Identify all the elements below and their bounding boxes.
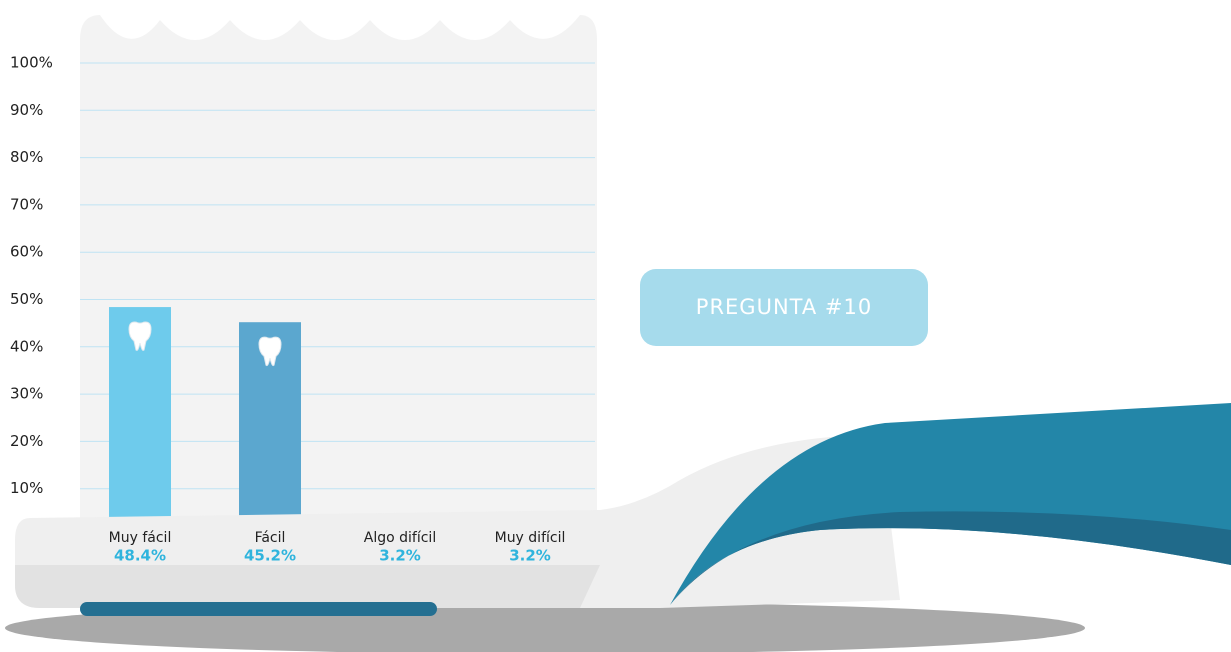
y-tick-label: 50% [10,290,43,308]
y-tick-label: 70% [10,195,43,213]
x-tick-label: Muy difícil [495,530,566,546]
x-tick-label: Fácil [255,530,286,546]
brush-handle [15,435,900,608]
question-badge [640,269,928,346]
handle-grip [80,602,437,616]
bristles [670,403,1231,605]
value-label: 48.4% [114,547,166,565]
y-tick-label: 100% [10,54,53,72]
paper [80,15,597,540]
y-tick-label: 30% [10,385,43,403]
x-tick-label: Muy fácil [109,530,172,546]
tooth-icon [128,321,152,351]
tooth-icon [258,336,282,367]
value-label: 3.2% [379,547,421,565]
y-tick-label: 90% [10,101,43,119]
y-tick-label: 60% [10,243,43,261]
plot-area [80,62,595,536]
handle-shade [15,565,600,608]
x-tick-label: Algo difícil [364,530,436,546]
y-tick-label: 40% [10,337,43,355]
y-tick-label: 10% [10,479,43,497]
y-tick-label: 20% [10,432,43,450]
value-label: 45.2% [244,547,296,565]
y-tick-label: 80% [10,148,43,166]
value-label: 3.2% [509,547,551,565]
bristles-shade [670,511,1231,605]
question-label: PREGUNTA #10 [696,295,872,319]
bar [109,307,171,536]
